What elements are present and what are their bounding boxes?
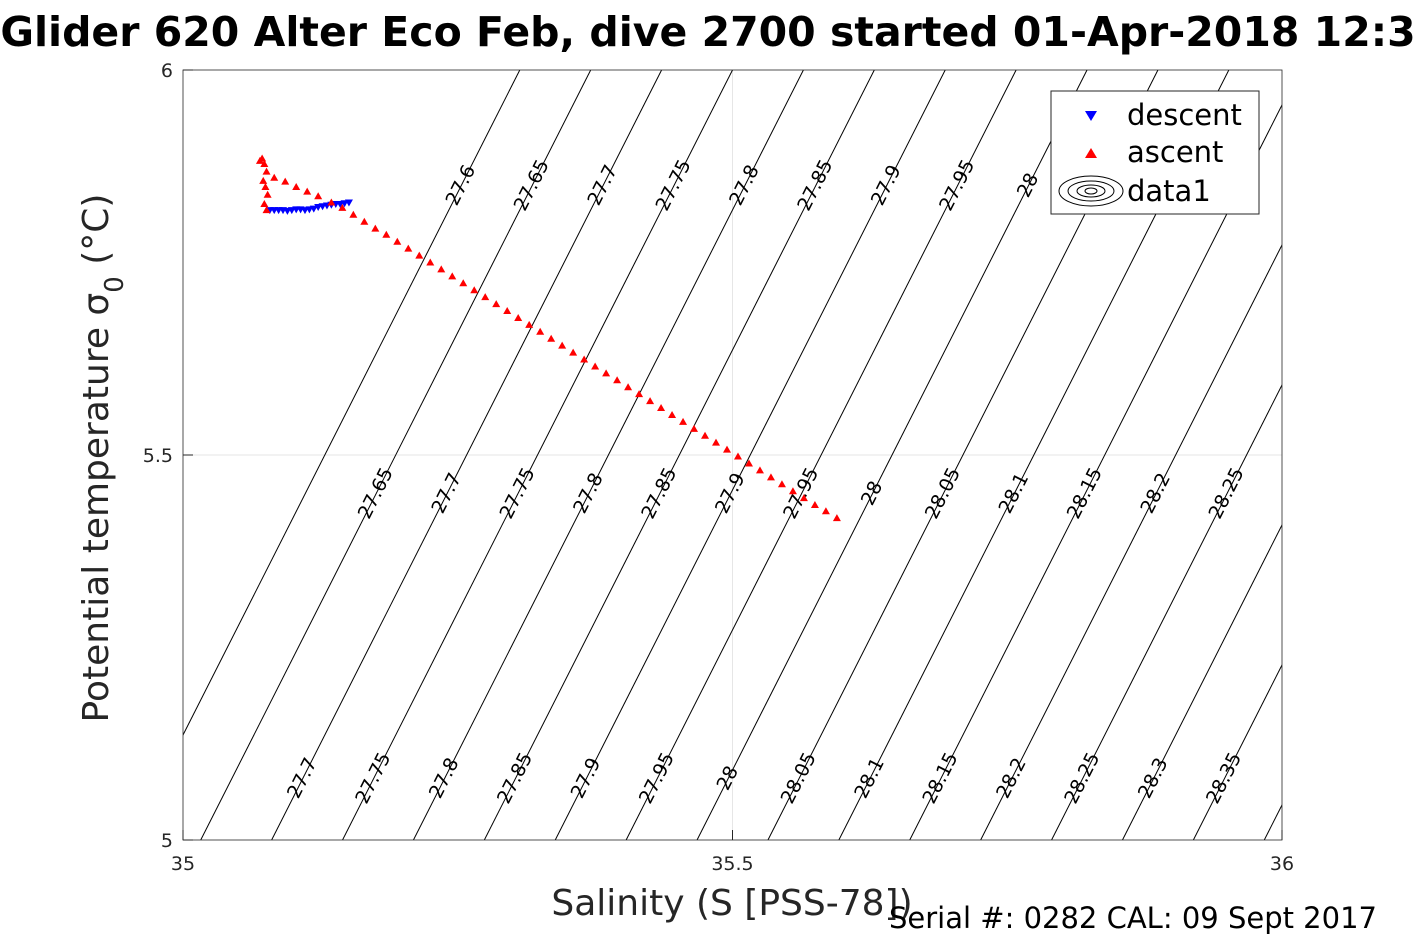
ascent-point: [668, 410, 677, 418]
ascent-point: [382, 230, 391, 238]
isopycnal-line: [271, 70, 663, 840]
isopycnal-line: [183, 70, 521, 737]
x-axis-label: Salinity (S [PSS-78]): [551, 883, 912, 924]
ascent-point: [733, 452, 742, 460]
ascent-point: [260, 159, 269, 167]
y-tick-label: 6: [161, 60, 173, 82]
axis-ticks: 35 35.5 36 5 5.5 6: [143, 60, 1294, 875]
legend-descent-label: descent: [1127, 98, 1242, 132]
isopycnal-line: [483, 70, 875, 840]
ascent-point: [261, 183, 270, 191]
ascent-point: [303, 187, 312, 195]
ascent-point: [481, 293, 490, 301]
chart-title: Glider 620 Alter Eco Feb, dive 2700 star…: [0, 8, 1415, 56]
isopycnal-line: [1051, 383, 1282, 840]
ascent-point: [360, 217, 369, 225]
descent-point: [344, 199, 353, 207]
ascent-point: [525, 320, 534, 328]
ascent-point: [393, 237, 402, 245]
ascent-point: [263, 190, 272, 198]
ascent-point: [777, 480, 786, 488]
ascent-point: [281, 177, 290, 185]
ascent-point: [314, 192, 323, 200]
isopycnal-line: [342, 70, 733, 840]
ascent-point: [270, 173, 279, 181]
x-tick-label: 35: [171, 853, 195, 875]
ascent-point: [262, 167, 271, 175]
isopycnal-line: [625, 70, 1017, 840]
ascent-point: [723, 445, 732, 453]
isopycnal-line: [1192, 663, 1282, 840]
y-tick-label: 5.5: [143, 445, 173, 467]
ascent-point: [558, 341, 567, 349]
ascent-point: [327, 198, 336, 206]
ascent-point: [799, 494, 808, 502]
ascent-point: [547, 334, 556, 342]
ascent-point: [260, 199, 269, 207]
ascent-point: [514, 313, 523, 321]
ascent-point: [338, 203, 347, 211]
ascent-point: [755, 466, 764, 474]
legend-ascent-label: ascent: [1127, 135, 1223, 169]
ascent-point: [646, 397, 655, 405]
isopycnal-line: [554, 70, 946, 840]
ascent-point: [459, 279, 468, 287]
ascent-point: [470, 286, 479, 294]
isopycnal-line: [412, 70, 804, 840]
legend: descent ascent data1: [1050, 90, 1260, 215]
ascent-point: [437, 265, 446, 273]
isopycnal-line: [1263, 803, 1282, 840]
ascent-point: [679, 417, 688, 425]
ascent-point: [448, 272, 457, 280]
ascent-point: [712, 438, 721, 446]
ascent-point: [580, 355, 589, 363]
ascent-point: [832, 514, 841, 522]
ascent-point: [744, 459, 753, 467]
ascent-point: [701, 431, 710, 439]
legend-data1-label: data1: [1127, 174, 1211, 208]
ascent-point: [635, 390, 644, 398]
ascent-point: [602, 369, 611, 377]
x-tick-label: 35.5: [711, 853, 753, 875]
x-tick-label: 36: [1270, 853, 1294, 875]
ascent-point: [259, 176, 268, 184]
isopycnal-line: [200, 70, 592, 840]
grid: [183, 70, 1282, 840]
isopycnal-contours: [183, 70, 1282, 840]
ascent-point: [404, 244, 413, 252]
y-tick-label: 5: [161, 830, 173, 852]
ascent-point: [613, 376, 622, 384]
ascent-point: [292, 183, 301, 191]
ascent-point: [690, 424, 699, 432]
ascent-point: [258, 154, 267, 162]
ascent-point: [503, 307, 512, 315]
footer-serial-cal: Serial #: 0282 CAL: 09 Sept 2017: [889, 901, 1377, 935]
ascent-point: [426, 258, 435, 266]
legend-ascent-marker: [1085, 148, 1097, 158]
data-series: [255, 154, 841, 522]
y-axis-label: Potential temperature σ0 (°C): [76, 194, 130, 723]
legend-descent-marker: [1085, 111, 1097, 121]
ascent-point: [536, 327, 545, 335]
descent-point: [309, 205, 318, 213]
ascent-point: [262, 206, 271, 214]
ascent-point: [624, 383, 633, 391]
ascent-point: [591, 362, 600, 370]
ascent-point: [810, 501, 819, 509]
isopycnal-line: [980, 243, 1282, 840]
ascent-point: [569, 348, 578, 356]
ascent-point: [371, 224, 380, 232]
ascent-point: [766, 473, 775, 481]
ascent-point: [788, 487, 797, 495]
legend-contour-icon: [1058, 175, 1124, 207]
isopycnal-line: [1122, 523, 1282, 840]
isopycnal-line: [696, 70, 1088, 840]
ascent-point: [492, 300, 501, 308]
ascent-point: [657, 404, 666, 412]
ascent-point: [821, 507, 830, 515]
ascent-point: [415, 251, 424, 259]
ascent-point: [349, 210, 358, 218]
